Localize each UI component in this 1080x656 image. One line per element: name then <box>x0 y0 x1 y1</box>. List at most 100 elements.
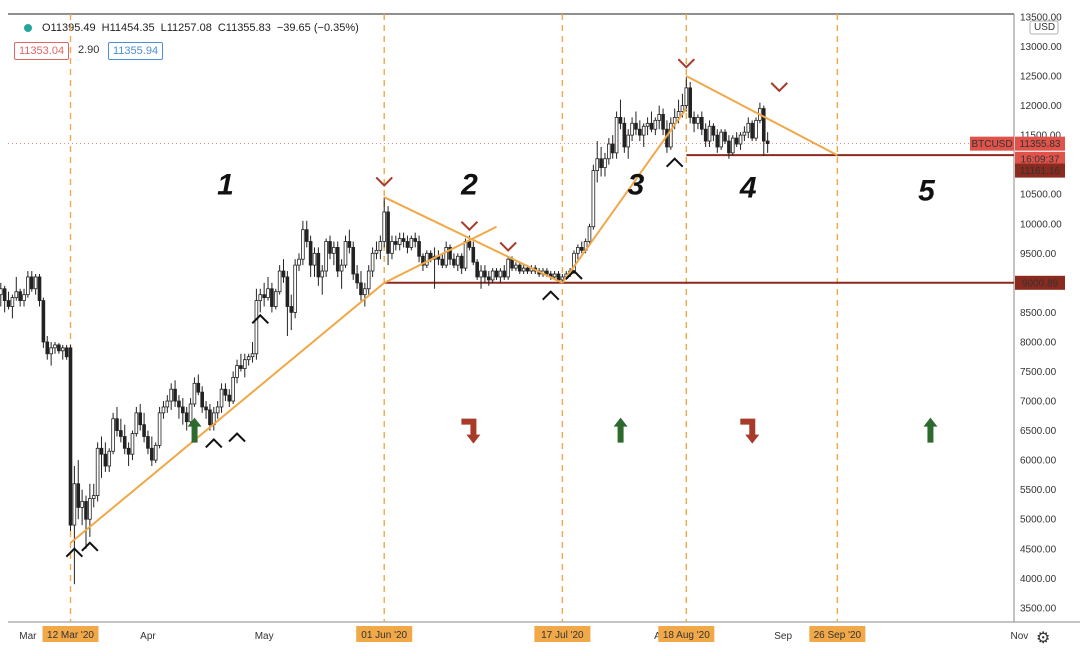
candle-body <box>258 294 263 301</box>
y-tick-label: 6500.00 <box>1020 426 1057 437</box>
candle-body <box>607 143 611 160</box>
candle-body <box>669 122 673 148</box>
candle-body <box>545 270 549 275</box>
price-axis-tag-label: 9000.89 <box>1022 278 1059 289</box>
candle-body <box>413 238 417 242</box>
y-tick-label: 3500.00 <box>1020 603 1057 614</box>
candle-body <box>41 300 46 343</box>
candle-body <box>707 125 712 142</box>
candle-body <box>595 158 600 171</box>
candle-body <box>382 211 387 242</box>
candle-body <box>99 447 104 455</box>
chevron-up-icon <box>251 313 269 325</box>
candle-body <box>2 288 7 301</box>
candle-body <box>84 501 88 520</box>
candle-body <box>250 353 255 358</box>
candle-body <box>603 158 607 169</box>
candle-body <box>60 347 65 352</box>
date-marker-badge <box>534 626 591 642</box>
candle-body <box>188 403 193 423</box>
candle-body <box>730 137 735 154</box>
currency-box <box>1029 20 1059 35</box>
candle-body <box>622 122 627 148</box>
price-axis-tag-label: 16:09:37 <box>1021 154 1060 165</box>
chevron-up-icon <box>228 432 246 443</box>
candle-body <box>355 273 359 284</box>
candle-body <box>235 365 239 378</box>
candle-body <box>281 270 286 278</box>
ohlc-low: L11257.08 <box>160 22 212 34</box>
candle-body <box>363 288 367 296</box>
candle-body <box>514 264 518 269</box>
y-tick-label: 11500.00 <box>1020 131 1061 142</box>
y-tick-label: 10500.00 <box>1020 190 1062 201</box>
candle-body <box>343 241 348 266</box>
price-axis-tag <box>1015 136 1065 151</box>
y-tick-label: 7000.00 <box>1020 397 1057 408</box>
candle-body <box>444 247 448 266</box>
candle-body <box>64 347 69 358</box>
candle-body <box>696 117 700 124</box>
candle-body <box>200 391 204 408</box>
candle-body <box>417 241 421 257</box>
candle-body <box>231 376 235 402</box>
candle-body <box>103 453 108 467</box>
candle-body <box>641 125 646 136</box>
ohlc-header: O11395.49 H11454.35 L11257.08 C11355.83 … <box>24 22 359 34</box>
y-tick-label: 13000.00 <box>1020 42 1062 53</box>
x-tick-label: Sep <box>774 631 792 642</box>
y-tick-label: 10000.00 <box>1020 219 1062 230</box>
candle-body <box>556 273 561 281</box>
chevron-up-icon <box>205 437 223 449</box>
trend-up-arrow-icon <box>608 417 628 443</box>
candle-body <box>421 255 425 266</box>
candle-body <box>10 297 15 307</box>
candle-body <box>483 270 487 278</box>
symbol-price-tag <box>970 136 1014 151</box>
sell-price-button[interactable]: 11353.04 <box>14 42 70 60</box>
candle-body <box>676 111 681 118</box>
buy-price-button[interactable]: 11355.94 <box>108 42 164 60</box>
trendline <box>383 196 563 284</box>
candle-body <box>262 294 266 299</box>
candle-body <box>289 306 294 313</box>
candle-body <box>560 276 565 281</box>
y-tick-label: 8500.00 <box>1020 308 1057 319</box>
candle-body <box>161 406 166 414</box>
chart-settings-gear-icon[interactable]: ⚙ <box>1036 630 1051 647</box>
candle-body <box>91 495 96 499</box>
candle-body <box>316 252 321 278</box>
candle-body <box>45 341 50 355</box>
candle-body <box>448 247 452 260</box>
x-tick-label: Apr <box>140 631 156 642</box>
candle-body <box>122 436 127 449</box>
candle-body <box>80 501 84 508</box>
trend-down-arrow-icon <box>740 418 760 444</box>
candle-body <box>33 276 38 290</box>
date-marker-label: 17 Jul '20 <box>541 630 584 641</box>
candle-body <box>374 249 379 254</box>
candle-body <box>227 394 232 402</box>
candle-body <box>727 140 731 154</box>
trendline <box>685 75 838 157</box>
candle-body <box>0 288 3 296</box>
chevron-up-icon <box>65 547 84 558</box>
wave-number-label: 2 <box>460 168 478 201</box>
candle-body <box>738 134 743 145</box>
wave-number-label: 3 <box>628 168 645 201</box>
candle-body <box>328 241 332 254</box>
candle-body <box>754 119 758 139</box>
candle-body <box>223 388 228 396</box>
candle-body <box>653 119 658 130</box>
chevron-down-icon <box>677 58 696 69</box>
price-axis-tag-label: 11355.83 <box>1020 139 1061 150</box>
candle-body <box>192 382 197 405</box>
candle-body <box>459 255 464 269</box>
candle-body <box>88 498 92 520</box>
candle-body <box>680 105 685 112</box>
candle-body <box>165 400 170 408</box>
candle-body <box>657 114 661 121</box>
candle-body <box>746 122 751 133</box>
candle-body <box>254 300 259 355</box>
